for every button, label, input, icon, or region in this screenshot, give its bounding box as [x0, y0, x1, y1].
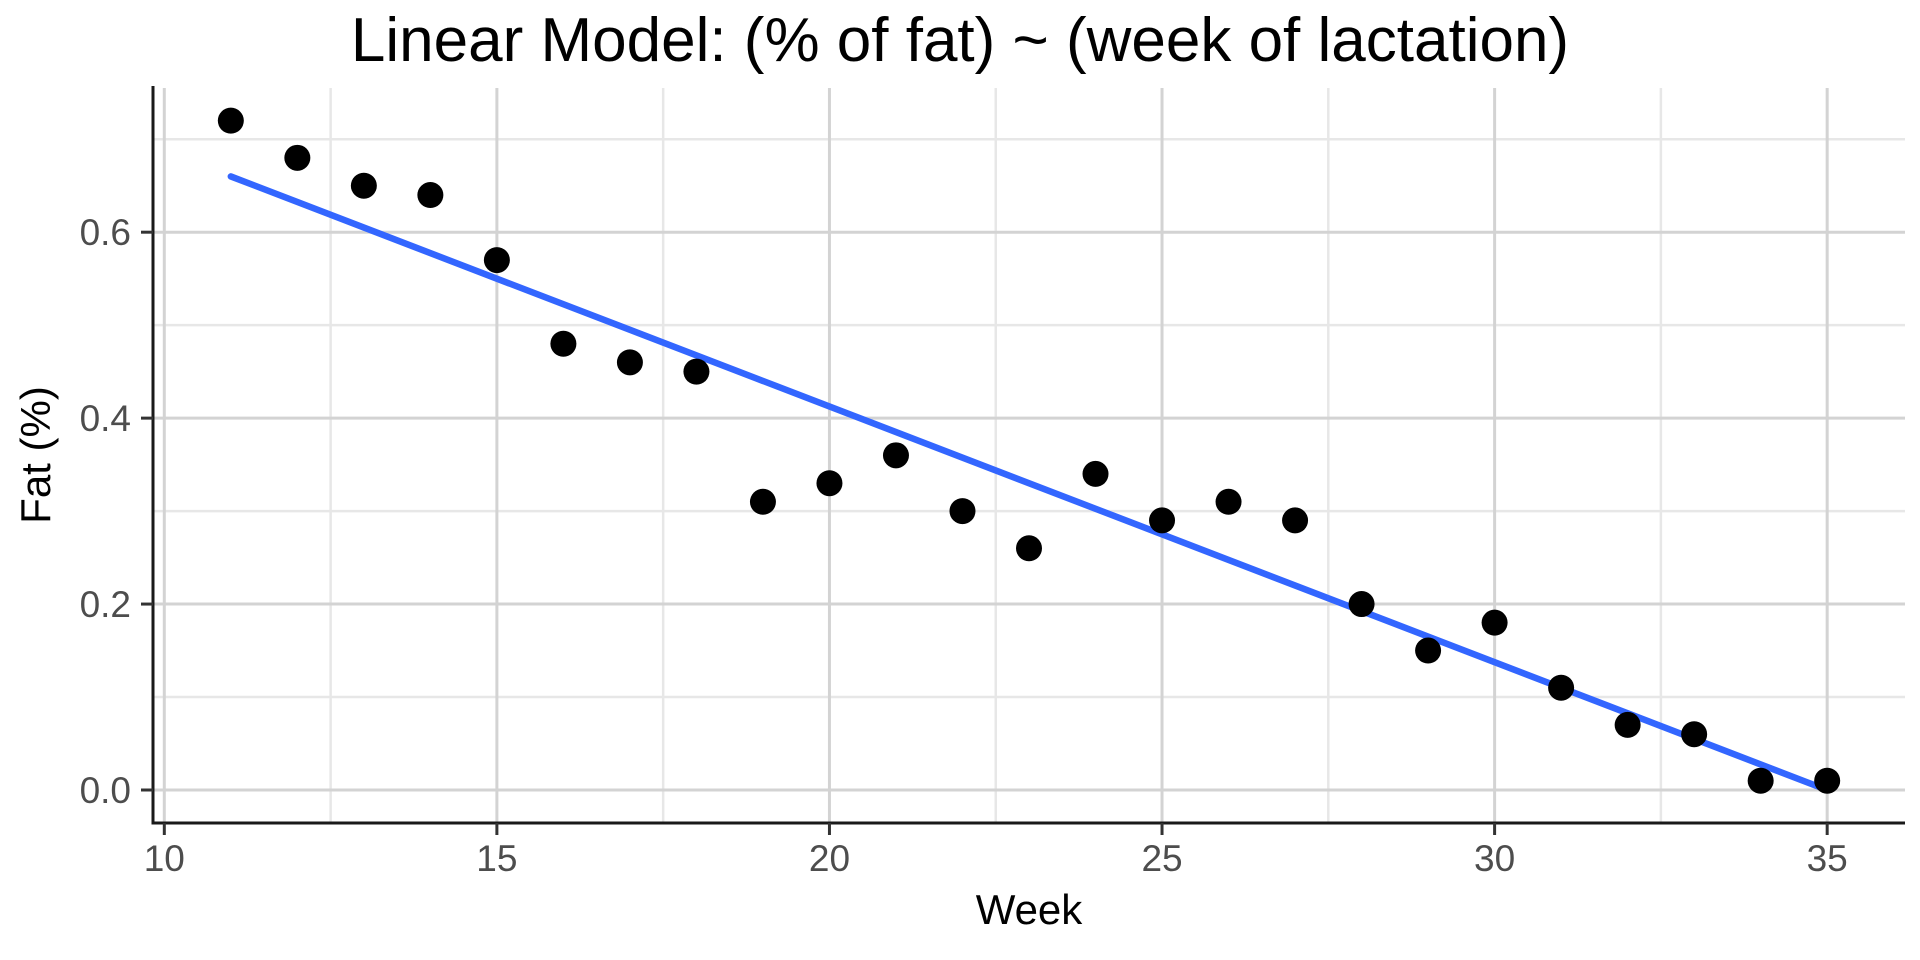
- data-point: [550, 330, 577, 357]
- data-point: [1082, 460, 1109, 487]
- x-tick-label: 35: [1807, 838, 1848, 879]
- chart-title: Linear Model: (% of fat) ~ (week of lact…: [350, 6, 1570, 75]
- y-tick-label: 0.6: [80, 212, 131, 253]
- data-point: [483, 247, 510, 274]
- y-tick-label: 0.2: [80, 584, 131, 625]
- data-point: [1149, 507, 1176, 534]
- data-point: [350, 172, 377, 199]
- data-point: [1415, 637, 1442, 664]
- data-point: [1814, 767, 1841, 794]
- x-tick-label: 10: [144, 838, 185, 879]
- data-point: [1016, 535, 1042, 562]
- data-point: [1215, 488, 1242, 515]
- data-point: [1548, 674, 1575, 701]
- data-point: [749, 488, 776, 515]
- y-tick-label: 0.4: [80, 398, 131, 439]
- data-point: [1481, 609, 1508, 636]
- data-point: [1614, 711, 1641, 738]
- data-point: [1747, 767, 1774, 794]
- data-point: [616, 349, 643, 376]
- data-point: [217, 107, 244, 134]
- data-point: [284, 144, 311, 171]
- x-tick-label: 25: [1141, 838, 1182, 879]
- x-tick-label: 15: [476, 838, 517, 879]
- y-tick-label: 0.0: [80, 770, 131, 811]
- y-axis-title: Fat (%): [12, 386, 59, 524]
- x-axis-title: Week: [975, 886, 1083, 933]
- data-point: [949, 498, 976, 525]
- data-point: [417, 182, 444, 209]
- data-point: [1282, 507, 1309, 534]
- data-point: [1681, 721, 1708, 748]
- x-tick-label: 20: [809, 838, 850, 879]
- x-tick-label: 30: [1474, 838, 1515, 879]
- data-point: [816, 470, 843, 497]
- data-point: [882, 442, 909, 469]
- data-point: [1348, 591, 1375, 618]
- data-point: [683, 358, 710, 385]
